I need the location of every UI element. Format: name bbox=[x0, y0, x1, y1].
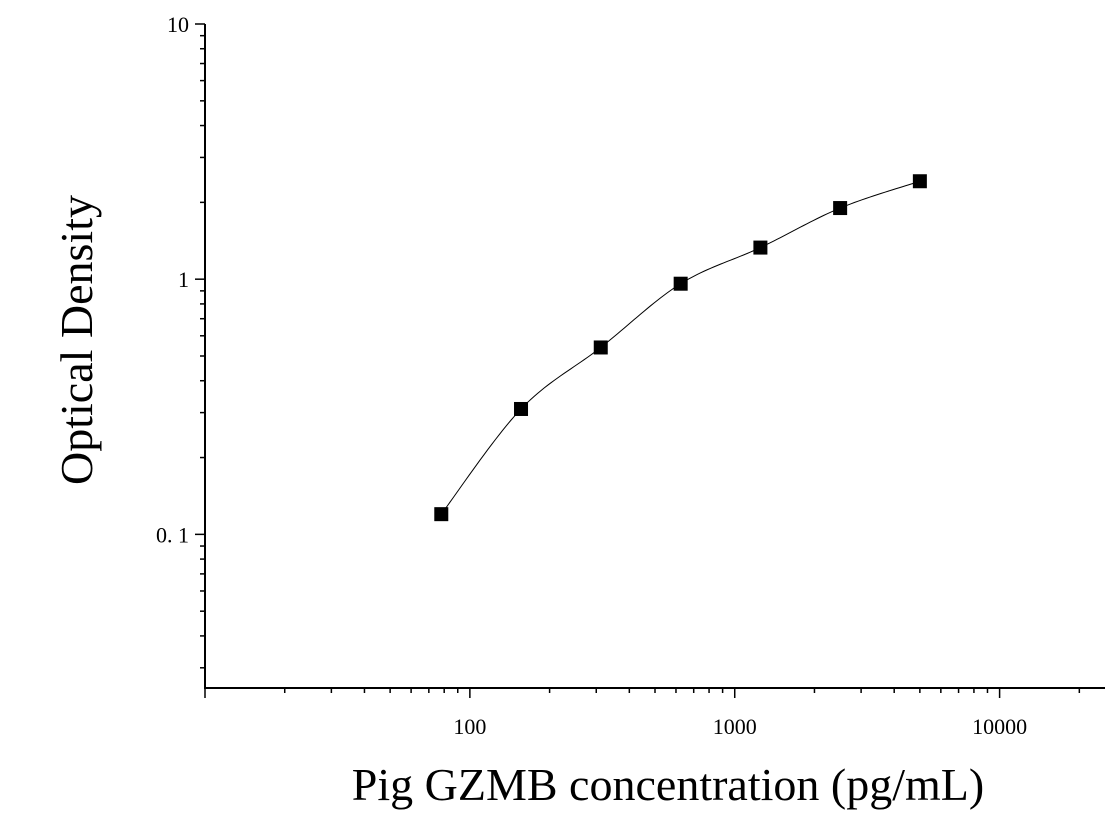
data-point bbox=[912, 174, 927, 189]
y-axis-title: Optical Density bbox=[51, 195, 102, 485]
y-tick-label: 1 bbox=[178, 267, 189, 292]
x-axis-title: Pig GZMB concentration (pg/mL) bbox=[352, 759, 984, 810]
data-points bbox=[434, 174, 927, 522]
data-point bbox=[833, 201, 848, 216]
data-point bbox=[753, 240, 768, 255]
y-tick-label: 10 bbox=[167, 12, 189, 37]
ticks bbox=[195, 23, 1081, 698]
x-tick-label: 10000 bbox=[972, 714, 1027, 739]
x-tick-label: 100 bbox=[453, 714, 486, 739]
tick-labels: 100 1000 10000 0. 1 1 10 bbox=[156, 12, 1027, 739]
data-point bbox=[593, 340, 608, 355]
fit-curve bbox=[440, 180, 921, 515]
data-point bbox=[434, 507, 449, 522]
axes bbox=[204, 24, 1105, 689]
x-tick-label: 1000 bbox=[713, 714, 757, 739]
data-point bbox=[514, 401, 529, 416]
data-point bbox=[673, 276, 688, 291]
y-tick-label: 0. 1 bbox=[156, 522, 189, 547]
